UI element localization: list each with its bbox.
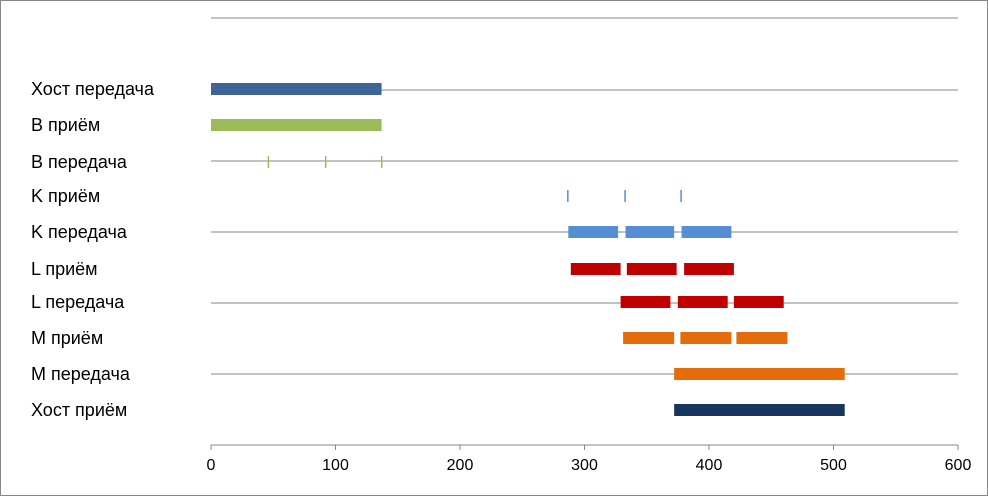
bar-segment — [681, 226, 732, 238]
bar-segment — [568, 226, 619, 238]
x-tick-label: 500 — [820, 457, 847, 474]
row-label: L приём — [31, 259, 98, 279]
row-label: L передача — [31, 292, 125, 312]
x-tick-label: 400 — [696, 457, 723, 474]
x-tick-label: 600 — [945, 457, 972, 474]
bar-segment — [623, 332, 675, 344]
x-tick-label: 300 — [571, 457, 598, 474]
bar-segment — [733, 296, 784, 308]
bar-segment — [267, 156, 270, 168]
bar-segment — [674, 404, 845, 416]
bar-segment — [624, 190, 626, 202]
row-label: M передача — [31, 364, 131, 384]
row-labels: Хост передача B приём B передача K приём K п… — [31, 79, 155, 420]
row-label: K передача — [31, 222, 128, 242]
bar-segment — [570, 263, 621, 275]
bar-segment — [567, 190, 569, 202]
bar-segment — [211, 119, 382, 131]
row-label: M приём — [31, 328, 103, 348]
bar-segment — [674, 368, 845, 380]
bar-segment — [680, 332, 732, 344]
bar-segment — [625, 226, 675, 238]
bar-segment — [680, 190, 682, 202]
gridlines — [211, 17, 958, 375]
row-label: Хост передача — [31, 79, 155, 99]
row-label: B передача — [31, 152, 128, 172]
row-label: B приём — [31, 115, 100, 135]
bar-segment — [380, 156, 383, 168]
bar-segment — [324, 156, 327, 168]
bar-segment — [626, 263, 677, 275]
bar-segment — [684, 263, 734, 275]
x-tick-label: 100 — [322, 457, 349, 474]
bar-segment — [736, 332, 788, 344]
bars — [211, 83, 845, 416]
bar-segment — [677, 296, 728, 308]
x-tick-label: 0 — [207, 457, 216, 474]
bar-segment — [620, 296, 671, 308]
bar-segment — [211, 83, 382, 95]
x-axis: 0 100 200 300 400 500 600 — [207, 444, 972, 474]
row-label: K приём — [31, 186, 100, 206]
row-label: Хост приём — [31, 400, 127, 420]
x-tick-label: 200 — [447, 457, 474, 474]
